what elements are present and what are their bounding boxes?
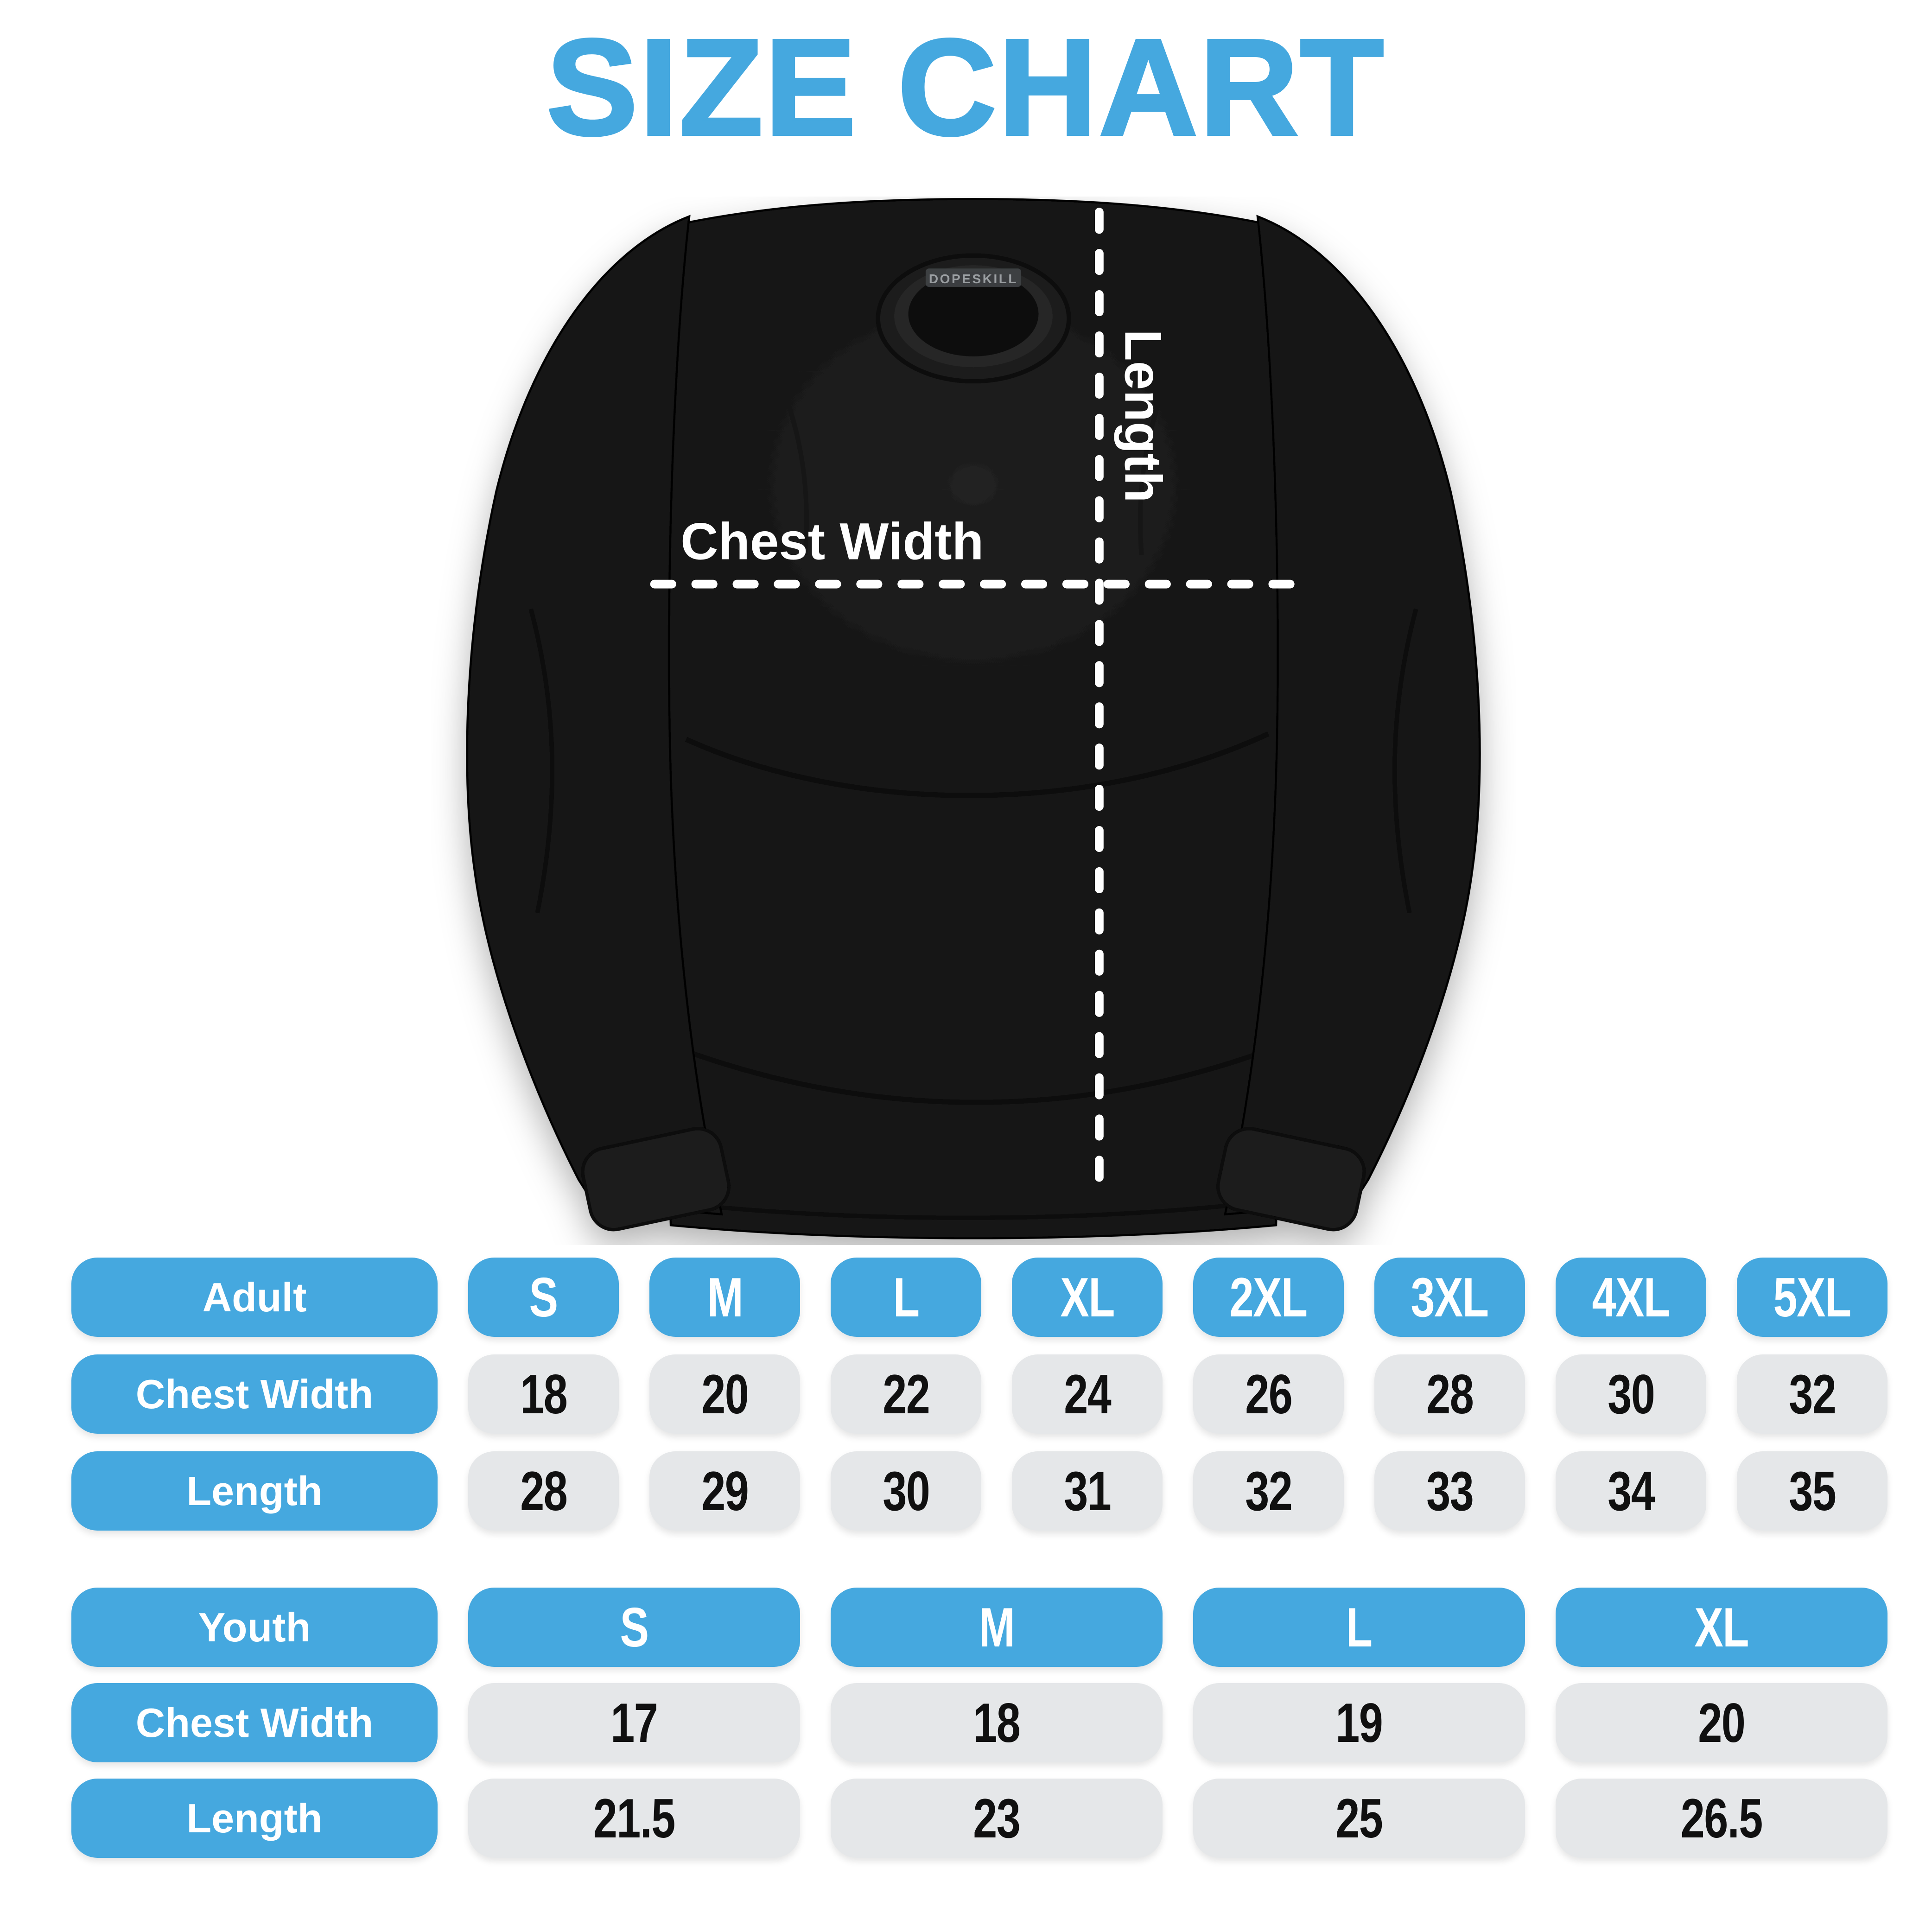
shirt-silhouette: DOPESKILL <box>467 198 1480 1239</box>
adult-chest-width-value: 20 <box>649 1354 800 1434</box>
adult-chest-width-value: 22 <box>831 1354 981 1434</box>
adult-size-pill-5xl: 5XL <box>1737 1258 1888 1337</box>
collar: DOPESKILL <box>876 253 1071 384</box>
adult-length-value: 30 <box>831 1451 981 1531</box>
youth-size-pill-s: S <box>468 1588 800 1667</box>
adult-size-pill-s: S <box>468 1258 619 1337</box>
adult-length-row-label: Length <box>71 1451 438 1531</box>
adult-chest-width-value: 24 <box>1012 1354 1163 1434</box>
adult-length-value: 32 <box>1193 1451 1344 1531</box>
youth-length-value: 26.5 <box>1556 1779 1888 1858</box>
page-title: SIZE CHART <box>545 11 1385 164</box>
adult-length-value: 28 <box>468 1451 619 1531</box>
youth-size-pill-m: M <box>831 1588 1163 1667</box>
adult-size-pill-l: L <box>831 1258 981 1337</box>
adult-length-value: 29 <box>649 1451 800 1531</box>
youth-length-value: 25 <box>1193 1779 1525 1858</box>
youth-table-header-pill: Youth <box>71 1588 438 1667</box>
adult-length-value: 31 <box>1012 1451 1163 1531</box>
youth-table-header-label: Youth <box>198 1604 311 1650</box>
neck-label-patch <box>926 268 1021 287</box>
adult-chest-width-value: 18 <box>468 1354 619 1434</box>
youth-chest-width-value: 17 <box>468 1683 800 1762</box>
youth-chest-width-row-label: Chest Width <box>71 1683 438 1762</box>
youth-size-pill-l: L <box>1193 1588 1525 1667</box>
length-measure-label: Length <box>1114 329 1173 502</box>
adult-size-table: Adult S M L XL 2XL 3XL 4XL 5XL Chest Wid… <box>71 1258 1888 1531</box>
adult-size-pill-m: M <box>649 1258 800 1337</box>
youth-chest-width-value: 19 <box>1193 1683 1525 1762</box>
adult-length-value: 35 <box>1737 1451 1888 1531</box>
brand-label: DOPESKILL <box>929 272 1018 286</box>
youth-chest-width-value: 18 <box>831 1683 1163 1762</box>
long-sleeve-shirt-illustration: DOPESKILL Chest Width Length <box>431 198 1516 1239</box>
adult-length-value: 34 <box>1556 1451 1706 1531</box>
adult-chest-width-value: 30 <box>1556 1354 1706 1434</box>
adult-length-value: 33 <box>1374 1451 1525 1531</box>
youth-size-table: Youth S M L XL Chest Width 17 18 19 20 L… <box>71 1588 1888 1858</box>
adult-table-header-label: Adult <box>202 1274 307 1320</box>
shirt-diagram: DOPESKILL Chest Width Length <box>431 197 1516 1245</box>
youth-length-value: 21.5 <box>468 1779 800 1858</box>
adult-size-pill-xl: XL <box>1012 1258 1163 1337</box>
adult-chest-width-value: 26 <box>1193 1354 1344 1434</box>
youth-length-value: 23 <box>831 1779 1163 1858</box>
youth-length-row-label: Length <box>71 1779 438 1858</box>
adult-size-pill-2xl: 2XL <box>1193 1258 1344 1337</box>
adult-table-header-pill: Adult <box>71 1258 438 1337</box>
youth-chest-width-value: 20 <box>1556 1683 1888 1762</box>
adult-chest-width-row-label: Chest Width <box>71 1354 438 1434</box>
adult-size-pill-3xl: 3XL <box>1374 1258 1525 1337</box>
adult-chest-width-value: 32 <box>1737 1354 1888 1434</box>
adult-size-pill-4xl: 4XL <box>1556 1258 1706 1337</box>
chest-width-measure-label: Chest Width <box>680 512 984 570</box>
adult-chest-width-value: 28 <box>1374 1354 1525 1434</box>
youth-size-pill-xl: XL <box>1556 1588 1888 1667</box>
